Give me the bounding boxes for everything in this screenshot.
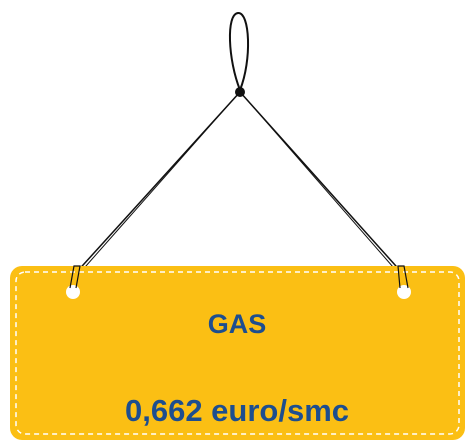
string-loop — [230, 13, 248, 90]
hole — [66, 285, 80, 299]
hanging-sign: GAS 0,662 euro/smc — [0, 0, 467, 441]
page: GAS 0,662 euro/smc (() => { const data =… — [0, 0, 467, 441]
string — [242, 94, 400, 275]
sign-title: GAS — [208, 309, 267, 339]
string — [78, 94, 238, 275]
hole — [397, 285, 411, 299]
sign-price: 0,662 euro/smc — [125, 393, 349, 428]
